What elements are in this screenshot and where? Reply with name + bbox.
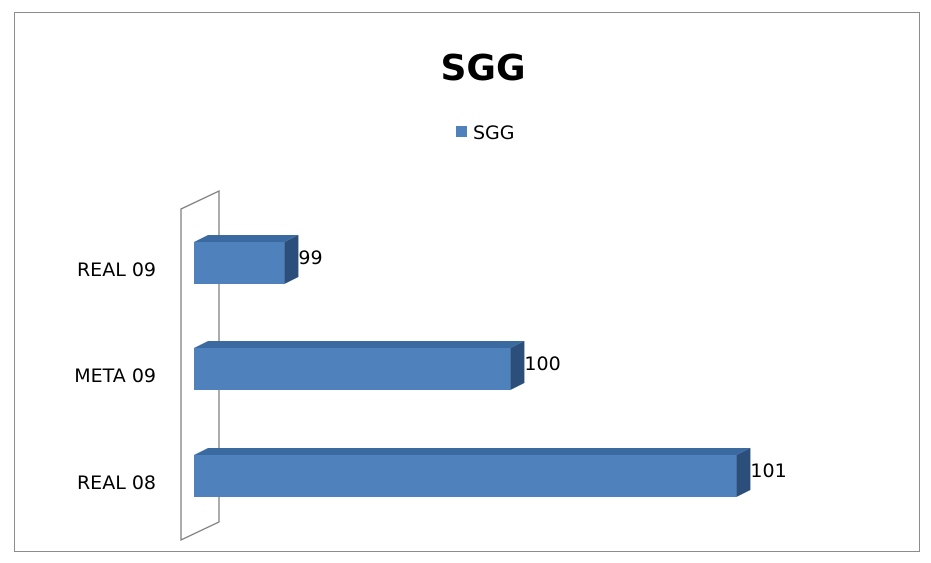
bar-top [194,448,751,455]
category-label: REAL 09 [77,259,156,281]
bars [194,235,751,497]
category-label: REAL 08 [77,472,156,494]
bar-top [194,341,525,348]
data-label: 100 [524,353,560,375]
legend-label: SGG [473,122,515,144]
category-labels: REAL 09 META 09 REAL 08 [74,259,156,494]
bar-front [194,242,285,284]
data-labels: 99 100 101 [298,247,786,482]
axis-wall [180,189,220,542]
bar-top [194,235,299,242]
bar-front [194,455,737,497]
bar-real-08 [194,448,751,497]
bar-meta-09 [194,341,525,390]
chart-title: SGG [440,48,525,89]
bar-real-09 [194,235,299,284]
legend-swatch [456,126,467,137]
bar-side [510,341,525,390]
data-label: 99 [298,247,322,269]
data-label: 101 [750,460,786,482]
bar-side [284,235,299,284]
legend: SGG [456,122,515,144]
bar-side [736,448,751,497]
category-label: META 09 [74,365,156,387]
bar-front [194,348,511,390]
